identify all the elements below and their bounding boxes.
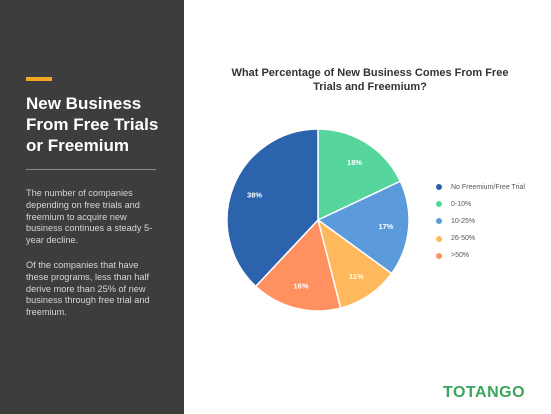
legend-swatch bbox=[436, 184, 442, 191]
pie-slice-1 bbox=[316, 180, 410, 275]
legend-swatch bbox=[436, 235, 442, 242]
legend-swatch bbox=[436, 201, 442, 208]
legend-label: No Freemium/Free Trial bbox=[451, 183, 525, 191]
headline-line: New Business bbox=[26, 94, 142, 113]
legend-item: 0-10% bbox=[436, 198, 525, 211]
legend-item: >50% bbox=[436, 249, 525, 262]
sidebar-panel: New Business From Free Trials or Freemiu… bbox=[0, 0, 184, 414]
legend-label: >50% bbox=[451, 252, 470, 260]
headline-line: From Free Trials bbox=[26, 115, 159, 134]
legend-swatch bbox=[436, 252, 442, 259]
legend-item: 10-25% bbox=[436, 215, 525, 228]
legend-swatch bbox=[436, 218, 442, 225]
legend-item: 26-50% bbox=[436, 232, 525, 245]
legend-item: No Freemium/Free Trial bbox=[436, 181, 525, 194]
legend-label: 26-50% bbox=[451, 235, 476, 243]
brand-logo: TOTANGO bbox=[443, 384, 526, 401]
slice-value-label: 17% bbox=[378, 222, 393, 231]
pie-slice-3 bbox=[254, 218, 342, 312]
legend-label: 10-25% bbox=[451, 217, 476, 225]
slice-value-label: 18% bbox=[347, 158, 362, 167]
slice-value-label: 16% bbox=[294, 282, 309, 291]
pie-slice-0 bbox=[317, 128, 402, 222]
chart-title: What Percentage of New Business Comes Fr… bbox=[231, 67, 509, 93]
pie-slice-4 bbox=[226, 128, 319, 288]
slice-value-label: 11% bbox=[349, 272, 364, 281]
chart-legend: No Freemium/Free Trial 0-10% 10-25% 26-50% >… bbox=[436, 181, 525, 266]
accent-bar bbox=[26, 77, 52, 81]
body-paragraph: The number of companies depending on fre… bbox=[26, 188, 153, 246]
headline: New Business From Free Trials or Freemiu… bbox=[26, 93, 176, 156]
headline-line: or Freemium bbox=[26, 136, 129, 155]
divider bbox=[26, 169, 156, 170]
body-paragraph: Of the companies that have these program… bbox=[26, 260, 150, 318]
legend-label: 0-10% bbox=[451, 200, 472, 208]
slice-value-label: 38% bbox=[247, 190, 262, 199]
